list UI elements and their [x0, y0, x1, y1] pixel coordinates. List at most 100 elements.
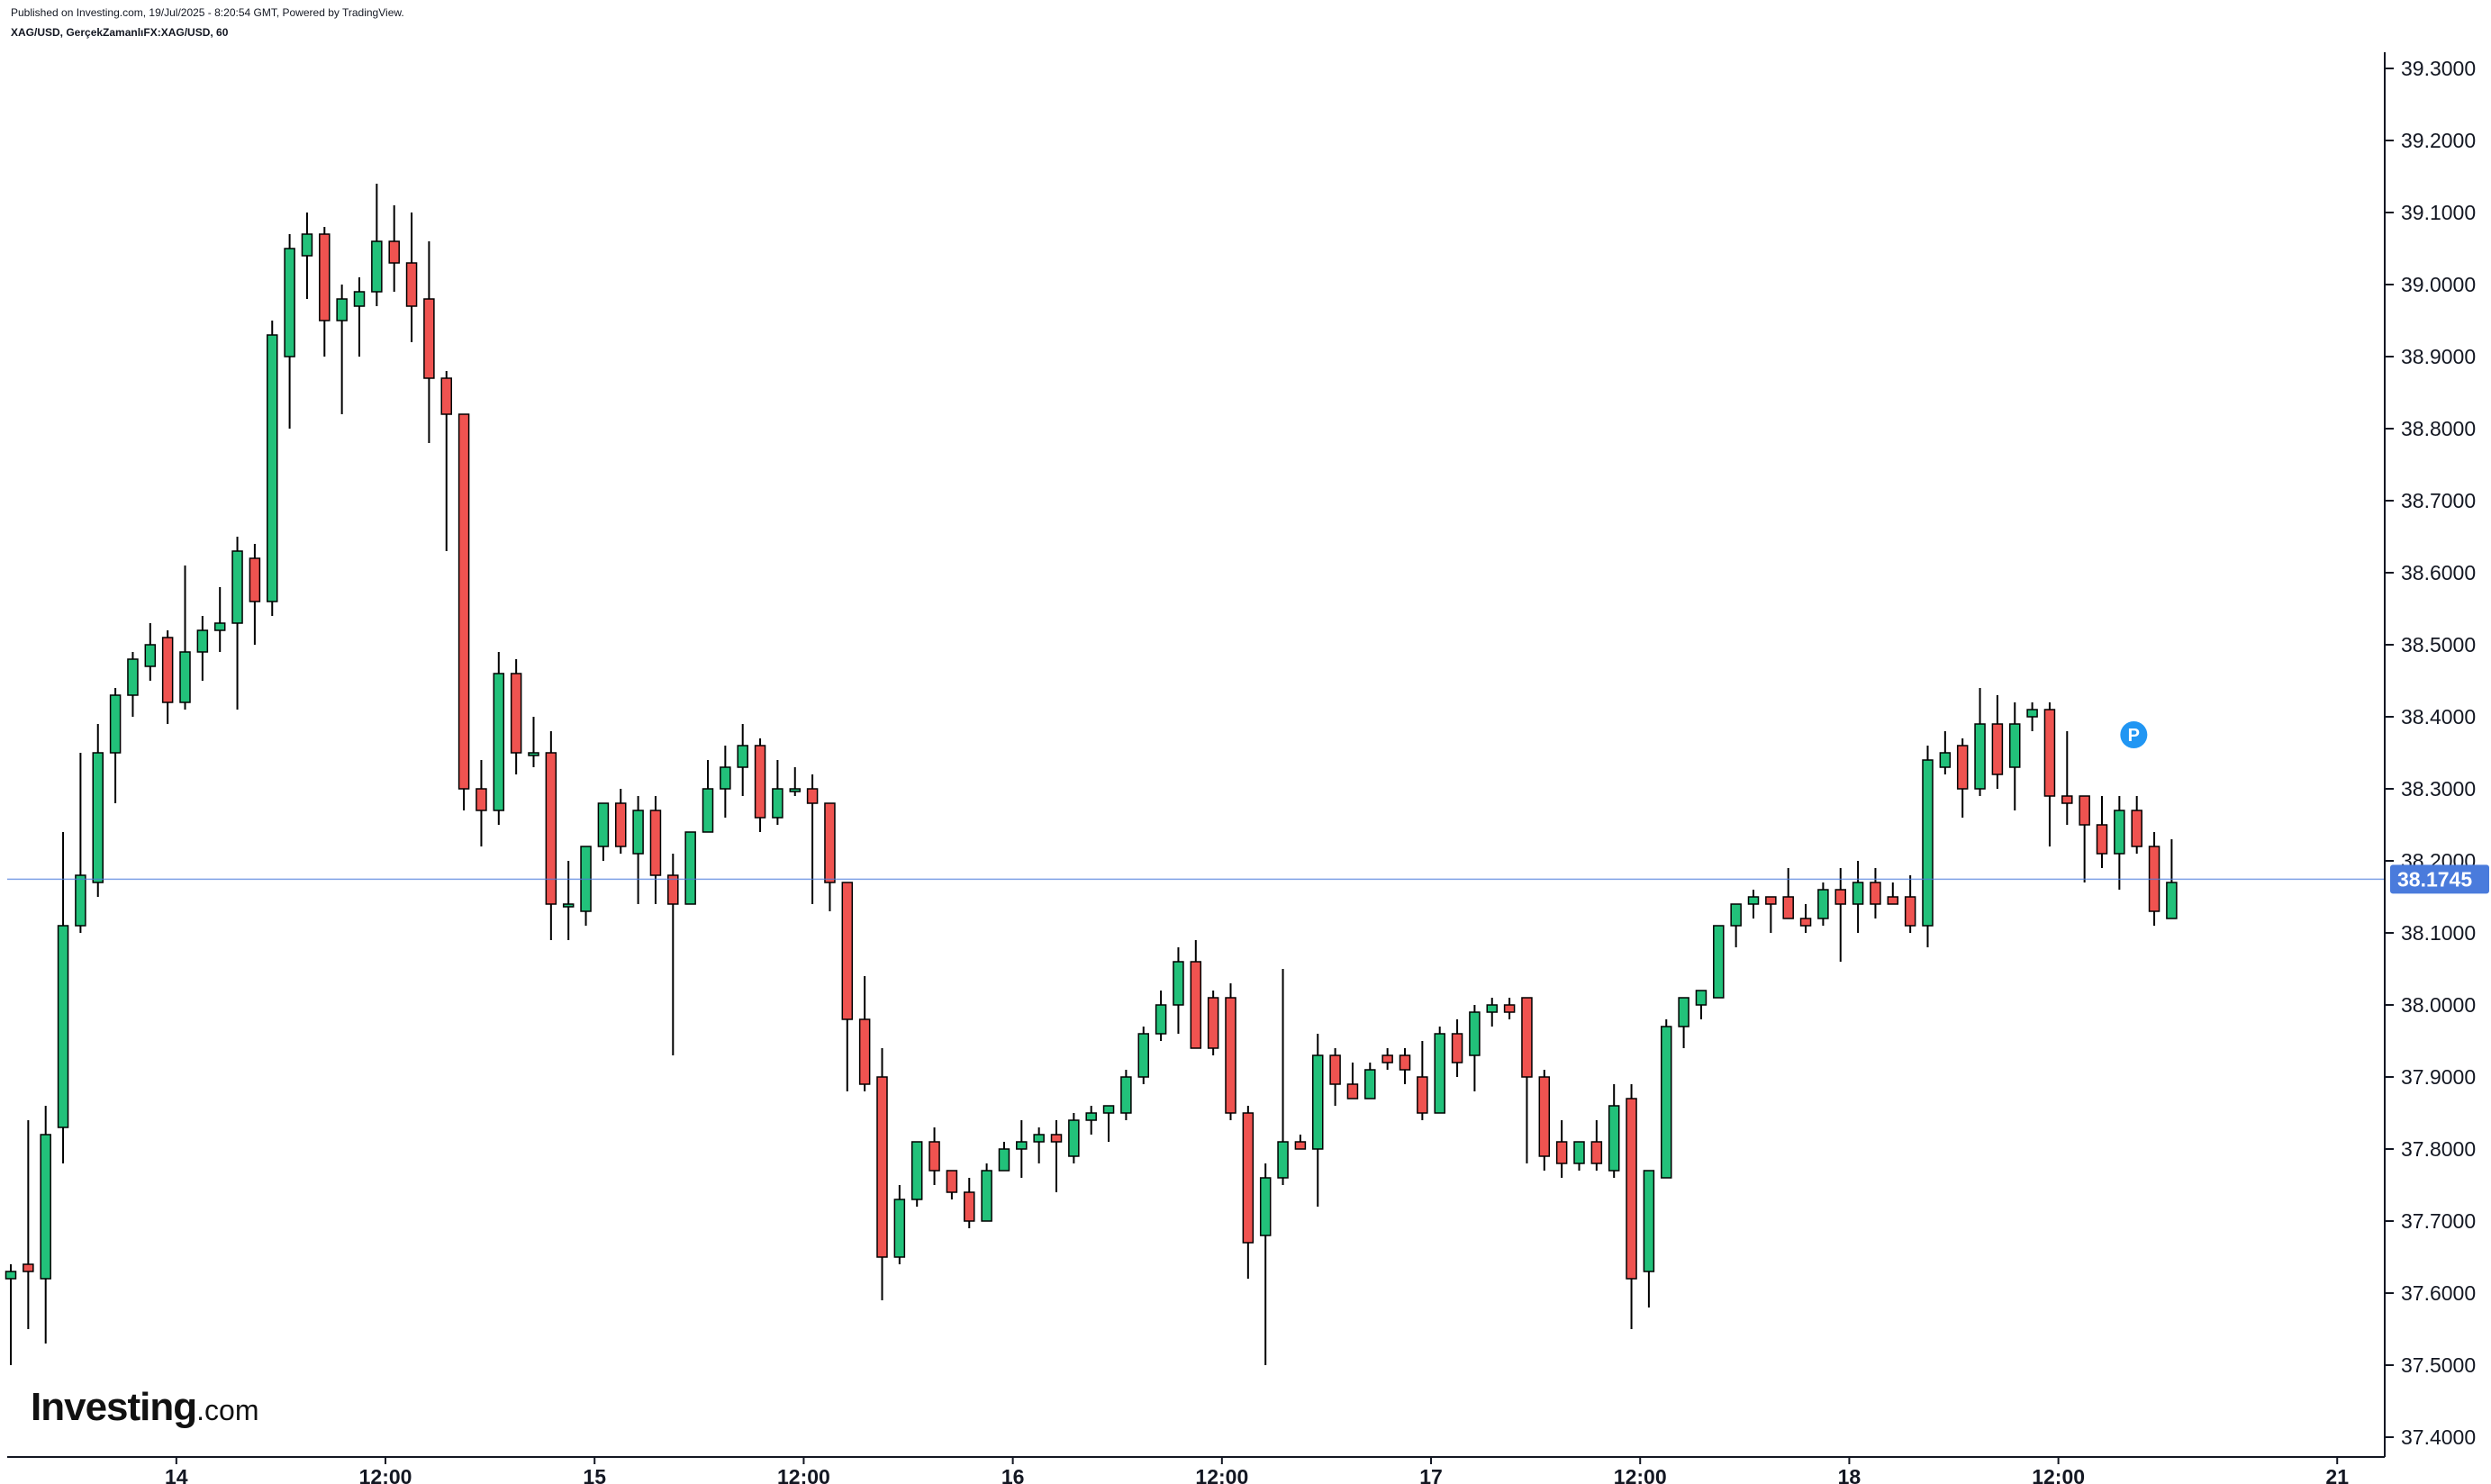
candle-body-down — [545, 752, 557, 905]
candle — [649, 796, 662, 904]
candle-body-down — [249, 557, 261, 602]
candle-body-down — [1050, 1134, 1063, 1143]
candle — [1120, 1070, 1132, 1120]
candle-body-up — [562, 903, 575, 908]
candle — [1626, 1084, 1637, 1329]
candle-body-up — [1312, 1054, 1324, 1150]
candle — [2061, 731, 2073, 825]
candle — [702, 760, 714, 833]
candle — [1956, 738, 1969, 818]
x-tick-label: 15 — [583, 1465, 606, 1484]
candle — [545, 731, 557, 940]
candle-body-down — [1782, 896, 1794, 919]
y-tick-label: 37.5000 — [2401, 1353, 2476, 1377]
candle — [1451, 1019, 1463, 1077]
candle-body-up — [632, 810, 644, 855]
candle-body-down — [510, 673, 522, 754]
candle-body-down — [1956, 745, 1969, 790]
candle-body-up — [1661, 1026, 1672, 1179]
candle-body-down — [1417, 1076, 1428, 1114]
candle — [2009, 702, 2021, 810]
candle — [1555, 1120, 1568, 1178]
candle — [1329, 1048, 1341, 1106]
candle — [1294, 1135, 1307, 1150]
candle-body-up — [1817, 889, 1829, 919]
candles-layer — [5, 184, 2178, 1365]
candle-body-down — [388, 240, 400, 264]
candle — [284, 234, 295, 429]
y-tick-label: 38.3000 — [2401, 777, 2476, 801]
candle-body-up — [1155, 1004, 1167, 1035]
candle — [1922, 746, 1934, 947]
candle — [1730, 903, 1742, 947]
x-tick-label: 12:00 — [777, 1465, 830, 1484]
candle-body-down — [1294, 1141, 1307, 1150]
candle — [371, 184, 383, 306]
y-tick-label: 38.1000 — [2401, 921, 2476, 945]
x-tick-label: 12:00 — [2032, 1465, 2085, 1484]
p-marker-label: P — [2128, 726, 2140, 746]
candle — [388, 205, 400, 292]
candle-body-down — [1399, 1054, 1411, 1071]
candle-body-up — [1364, 1069, 1376, 1099]
candle — [440, 371, 452, 551]
candle-body-up — [1259, 1177, 1272, 1236]
candle — [57, 832, 69, 1163]
candle-body-down — [1887, 896, 1899, 905]
candle-body-up — [75, 874, 86, 927]
candle — [1799, 904, 1812, 933]
candle-body-up — [1573, 1141, 1585, 1164]
candle-body-up — [196, 629, 209, 653]
candle-body-up — [5, 1271, 17, 1280]
candle — [824, 802, 836, 911]
candle-body-up — [893, 1199, 906, 1258]
candle — [893, 1185, 906, 1264]
candle-body-down — [1329, 1054, 1341, 1085]
candle-body-up — [1085, 1112, 1097, 1121]
candle-body-down — [1765, 896, 1777, 905]
candle-body-up — [1695, 990, 1707, 1006]
candle — [1259, 1163, 1272, 1365]
candle — [249, 544, 261, 645]
candle — [1538, 1070, 1551, 1171]
candle-body-up — [684, 831, 696, 905]
candle — [1068, 1113, 1080, 1163]
candle — [336, 285, 348, 414]
candle — [1434, 1027, 1445, 1114]
candle — [1643, 1170, 1655, 1308]
candle — [405, 213, 418, 342]
candle — [179, 566, 191, 710]
candle — [964, 1178, 975, 1228]
candle — [1277, 969, 1289, 1185]
p-marker-icon[interactable]: P — [2120, 721, 2148, 748]
candle-body-up — [1974, 723, 1986, 790]
candle-body-down — [649, 810, 662, 876]
published-note: Published on Investing.com, 19/Jul/2025 … — [11, 6, 404, 19]
y-tick-label: 39.3000 — [2401, 57, 2476, 80]
y-tick-label: 39.0000 — [2401, 273, 2476, 296]
candle — [510, 659, 522, 774]
candle-body-down — [1904, 896, 1916, 927]
candle-body-up — [2166, 882, 2178, 919]
candle — [1155, 991, 1167, 1041]
candle-body-up — [2114, 810, 2125, 855]
candle — [841, 882, 854, 1091]
x-tick-label: 18 — [1838, 1465, 1861, 1484]
candle — [1137, 1027, 1149, 1084]
candle-body-up — [1102, 1105, 1115, 1114]
y-tick-label: 38.8000 — [2401, 417, 2476, 440]
candle — [75, 753, 86, 933]
symbol-title: XAG/USD, GerçekZamanlıFX:XAG/USD, 60 — [11, 26, 229, 39]
candle — [1747, 890, 1760, 918]
candle — [858, 976, 871, 1091]
last-price-value: 38.1745 — [2397, 867, 2472, 891]
candle-body-up — [371, 240, 383, 293]
candle — [1661, 1019, 1672, 1179]
candle-body-down — [1346, 1083, 1359, 1099]
investing-logo[interactable]: Investing.com — [31, 1385, 259, 1430]
candle-body-down — [1225, 997, 1236, 1114]
candle-body-down — [1991, 723, 2004, 775]
candle — [1173, 947, 1184, 1034]
candle — [2131, 796, 2142, 854]
x-tick-label: 21 — [2325, 1465, 2349, 1484]
